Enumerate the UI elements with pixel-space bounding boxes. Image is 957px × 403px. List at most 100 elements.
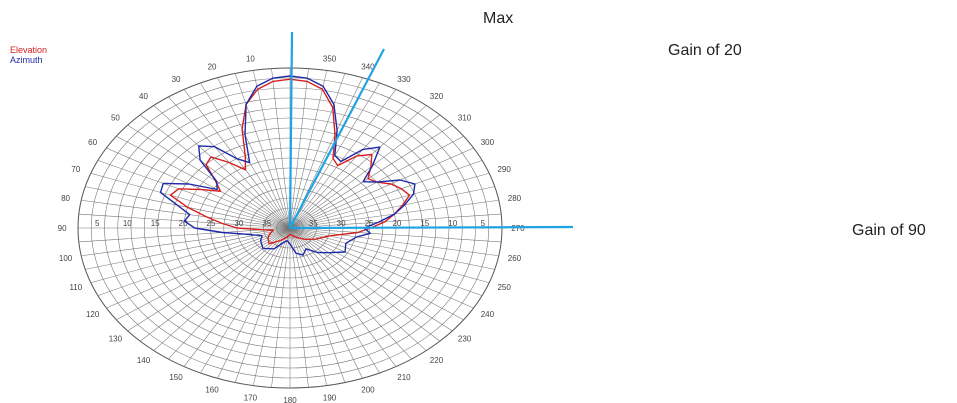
grid-spoke [289,227,453,332]
grid-spoke [289,227,397,367]
radial-tick-label: 15 [151,219,160,228]
angle-tick-label: 340 [361,62,375,71]
grid-spoke [97,227,291,296]
grid-spoke [289,227,309,388]
radial-tick-label: 5 [481,219,486,228]
series-group [159,75,416,256]
grid-spoke [289,89,397,229]
angle-tick-label: 300 [481,138,495,147]
annotation-max: Max [483,10,514,27]
angle-tick-label: 110 [69,283,82,292]
grid-spoke [289,70,328,229]
grid-spoke [289,227,499,257]
grid-spoke [90,173,291,229]
grid-spoke [289,105,427,229]
radial-tick-label: 10 [123,219,132,228]
grid-spoke [81,199,291,229]
radial-tick-label: 20 [179,219,188,228]
grid-spoke [289,68,309,229]
angle-tick-label: 160 [205,386,219,395]
angle-tick-label: 320 [430,92,444,101]
grid-spoke [289,186,495,229]
grid-spoke [234,73,291,229]
radial-tick-label: 10 [448,219,457,228]
angle-tick-label: 60 [88,138,97,147]
radial-tick-labels: 5 5 10 10 15 15 20 20 25 25 30 30 35 35 [95,219,486,228]
angle-tick-label: 150 [169,373,183,382]
angle-tick-labels: 350 340 330 320 310 300 290 280 270 260 250 240 230 2… [58,55,525,403]
grid-spoke [289,227,441,342]
grid-spoke [78,227,291,243]
grid-spoke [153,105,291,229]
angle-tick-label: 260 [508,254,522,263]
angle-tick-label: 80 [61,194,70,203]
grid-spoke [217,227,291,379]
legend-item-elevation: Elevation [10,45,48,55]
grid-spoke [271,227,291,388]
angle-tick-label: 130 [109,335,123,344]
angle-tick-label: 100 [59,254,73,263]
radial-tick-label: 20 [392,219,401,228]
grid-spoke [289,227,474,309]
annotation-line-gain-20 [289,48,385,229]
grid-spoke [200,227,291,374]
radial-tick-label: 25 [365,219,374,228]
grid-spoke [289,227,363,379]
radial-tick-label: 30 [337,219,346,228]
grid-spoke [289,227,502,243]
grid-spoke [139,114,291,229]
angle-tick-label: 50 [111,113,120,122]
angle-tick-label: 170 [244,393,258,402]
grid-spoke [289,227,490,283]
angle-tick-label: 10 [246,55,255,64]
series-line-elevation [169,78,411,245]
grid-spoke [289,173,490,229]
grid-spoke [289,227,483,296]
grid-spoke [183,227,291,367]
grid-spoke [289,213,502,229]
series-line-azimuth [159,75,416,256]
legend: Elevation Azimuth [10,45,47,65]
angle-tick-label: 250 [497,283,511,292]
angle-tick-label: 220 [430,356,444,365]
angle-tick-label: 180 [283,396,297,403]
annotation-lines [288,31,574,230]
grid-spoke [234,227,291,383]
grid-spoke [85,227,291,270]
angle-tick-label: 310 [458,113,472,122]
grid-spoke [90,227,291,283]
grid-spoke [289,147,474,229]
grid-spoke [289,227,328,386]
angle-tick-label: 40 [139,92,148,101]
angle-tick-label: 120 [86,310,100,319]
grid-spoke [139,227,291,342]
angle-tick-label: 270 [511,224,525,233]
angle-tick-label: 140 [137,356,151,365]
angle-tick-label: 30 [172,75,181,84]
annotation-line-gain-90 [289,225,574,230]
grid-spoke [289,227,427,351]
annotation-gain-20: Gain of 20 [668,42,742,59]
grid-spoke [106,147,291,229]
grid-spoke [97,160,291,229]
grid-spoke [252,227,291,386]
grid-spoke [289,96,412,229]
legend-item-azimuth: Azimuth [10,55,43,65]
grid-spoke [289,124,453,229]
grid-spoke [289,114,441,229]
angle-tick-label: 280 [508,194,522,203]
angle-tick-label: 210 [397,373,411,382]
grid-spoke [289,73,346,229]
angle-tick-label: 290 [497,165,511,174]
grid-spoke [127,124,291,229]
angle-tick-label: 70 [71,165,80,174]
angle-tick-label: 230 [458,335,472,344]
grid-spoke [289,227,346,383]
annotation-line-max [288,31,294,229]
grid-spoke [289,227,495,270]
grid-spoke [289,160,483,229]
radial-tick-label: 15 [420,219,429,228]
grid-spoke [289,227,464,321]
angle-tick-label: 90 [58,224,67,233]
